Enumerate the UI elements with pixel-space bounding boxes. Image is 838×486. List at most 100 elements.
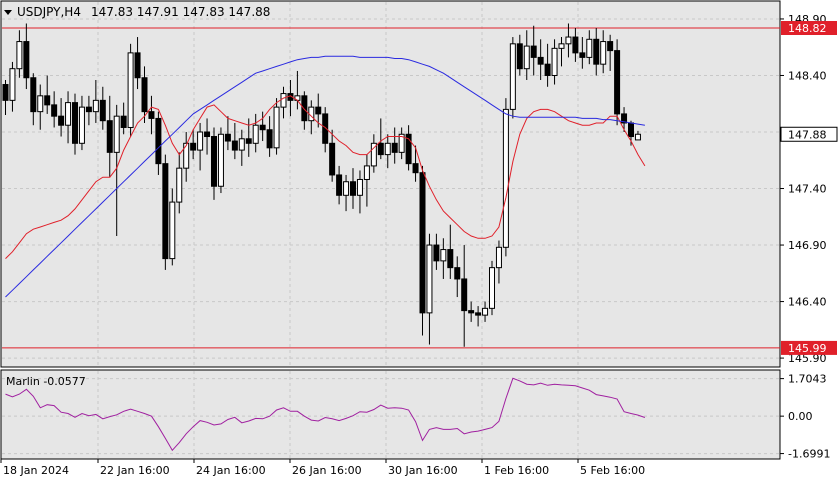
bull-candle-body: [634, 133, 641, 141]
bear-candle-body: [391, 142, 398, 153]
candle: [509, 37, 516, 119]
candle: [579, 37, 586, 69]
bear-candle-body: [412, 163, 419, 174]
price-panel[interactable]: [0, 0, 781, 368]
bull-candle-body: [558, 43, 565, 49]
bear-candle-body: [405, 133, 412, 165]
bear-candle-body: [419, 172, 426, 314]
bull-candle-body: [78, 106, 85, 144]
candle: [412, 145, 419, 182]
bull-candle-body: [343, 181, 350, 196]
time-tick-label: 18 Jan 2024: [3, 464, 69, 477]
candle: [558, 37, 565, 67]
bull-candle-body: [565, 36, 572, 45]
candle: [204, 118, 211, 155]
bear-candle-body: [245, 138, 252, 144]
candle: [447, 224, 454, 279]
bear-candle-body: [461, 278, 468, 312]
time-tick-label: 1 Feb 16:00: [484, 464, 549, 477]
candle: [572, 28, 579, 62]
candle: [51, 91, 58, 128]
dropdown-triangle-icon[interactable]: [4, 10, 12, 15]
candle: [426, 233, 433, 345]
candle: [141, 66, 148, 123]
candle: [461, 245, 468, 347]
candle: [363, 154, 370, 207]
indicator-tick-label: 1.7043: [788, 373, 827, 386]
candle: [252, 113, 259, 153]
candle: [530, 25, 537, 76]
bear-candle-body: [322, 113, 329, 144]
bear-candle-body: [190, 142, 197, 151]
indicator-tick-label: 0.00: [788, 410, 813, 423]
level-tag-label: 148.82: [788, 22, 827, 35]
bear-candle-body: [593, 38, 600, 65]
bull-candle-body: [252, 124, 259, 144]
candle: [544, 43, 551, 87]
bull-candle-body: [113, 115, 120, 153]
bull-candle-body: [495, 246, 502, 269]
bear-candle-body: [530, 45, 537, 58]
price-tick-label: 148.40: [788, 69, 827, 82]
bull-candle-body: [127, 52, 134, 128]
symbol-label: USDJPY,H4: [17, 5, 81, 19]
bull-candle-body: [92, 99, 99, 113]
bull-candle-body: [9, 68, 16, 101]
candle: [384, 134, 391, 169]
marlin-line: [5, 377, 646, 452]
candle: [398, 127, 405, 160]
bear-candle-body: [72, 102, 78, 144]
candle: [273, 98, 280, 155]
time-tick-label: 22 Jan 16:00: [100, 464, 170, 477]
bear-candle-body: [468, 310, 475, 314]
candle: [197, 122, 204, 171]
indicator-grid: [2, 371, 780, 458]
bear-candle-body: [433, 244, 440, 262]
candle: [356, 170, 363, 214]
candle: [134, 37, 141, 90]
bull-candle-body: [238, 138, 245, 151]
bear-candle-body: [99, 99, 106, 122]
bear-candle-body: [301, 95, 308, 122]
candle: [607, 34, 614, 71]
candle: [211, 127, 217, 200]
bear-candle-body: [607, 41, 614, 52]
candle: [454, 256, 461, 298]
candle: [391, 127, 398, 164]
bull-candle-body: [183, 142, 190, 169]
bull-candle-body: [509, 43, 516, 110]
indicator-panel[interactable]: [0, 369, 781, 460]
candle: [593, 28, 600, 76]
candle: [37, 84, 44, 130]
candle: [85, 95, 92, 126]
bear-candle-body: [572, 36, 579, 54]
candle: [537, 39, 544, 80]
bear-candle-body: [211, 136, 217, 187]
time-tick-label: 5 Feb 16:00: [580, 464, 645, 477]
bull-candle-body: [217, 133, 224, 187]
price-tags: 148.82 145.99 147.88: [780, 21, 838, 355]
indicator-label: Marlin -0.0577: [6, 375, 86, 388]
candle: [44, 75, 51, 114]
candle: [78, 95, 85, 151]
bear-candle-body: [544, 63, 551, 76]
candle: [169, 188, 176, 266]
bear-candle-body: [628, 122, 634, 138]
bear-candle-body: [377, 142, 384, 156]
candle: [231, 122, 238, 160]
bear-candle-body: [447, 249, 454, 269]
bear-candle-body: [106, 120, 113, 153]
time-axis: 18 Jan 2024 22 Jan 16:00 24 Jan 16:00 26 Ja…: [0, 459, 645, 477]
candle: [350, 168, 356, 209]
bear-candle-body: [58, 115, 65, 126]
bull-candle-body: [384, 142, 391, 156]
candle: [217, 127, 224, 194]
bull-candle-body: [426, 244, 433, 314]
bull-candle-body: [551, 47, 558, 76]
candle: [419, 165, 426, 336]
candle: [16, 30, 23, 78]
candle: [148, 95, 155, 135]
bear-candle-body: [231, 140, 238, 151]
candle: [238, 129, 245, 166]
